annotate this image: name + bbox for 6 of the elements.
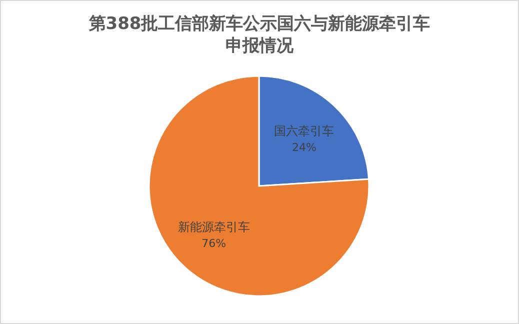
data-label: 24%: [292, 140, 316, 154]
slice-label: 国六牵引车: [274, 124, 334, 138]
slice-label: 新能源牵引车: [178, 220, 250, 234]
data-label: 76%: [202, 237, 226, 250]
pie-slice: [148, 75, 370, 297]
chart-title: 第388批工信部新车公示国六与新能源牵引车申报情况: [88, 14, 430, 56]
